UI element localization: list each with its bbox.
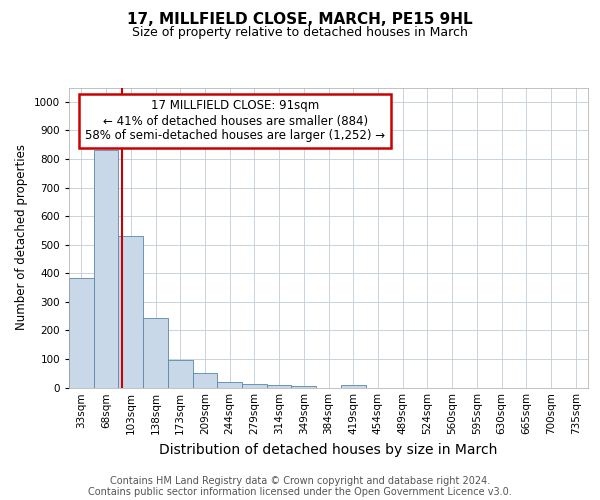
Bar	[267, 384, 292, 388]
Y-axis label: Number of detached properties: Number of detached properties	[15, 144, 28, 330]
Bar	[292, 386, 316, 388]
Bar	[168, 360, 193, 388]
Bar	[69, 278, 94, 388]
Bar	[94, 150, 118, 388]
Bar	[217, 382, 242, 388]
Bar	[242, 384, 267, 388]
Text: 17 MILLFIELD CLOSE: 91sqm
← 41% of detached houses are smaller (884)
58% of semi: 17 MILLFIELD CLOSE: 91sqm ← 41% of detac…	[85, 100, 385, 142]
Text: 17, MILLFIELD CLOSE, MARCH, PE15 9HL: 17, MILLFIELD CLOSE, MARCH, PE15 9HL	[127, 12, 473, 28]
Bar	[341, 385, 365, 388]
X-axis label: Distribution of detached houses by size in March: Distribution of detached houses by size …	[160, 443, 497, 457]
Bar	[143, 318, 168, 388]
Text: Contains public sector information licensed under the Open Government Licence v3: Contains public sector information licen…	[88, 487, 512, 497]
Text: Contains HM Land Registry data © Crown copyright and database right 2024.: Contains HM Land Registry data © Crown c…	[110, 476, 490, 486]
Bar	[193, 373, 217, 388]
Bar	[118, 236, 143, 388]
Text: Size of property relative to detached houses in March: Size of property relative to detached ho…	[132, 26, 468, 39]
